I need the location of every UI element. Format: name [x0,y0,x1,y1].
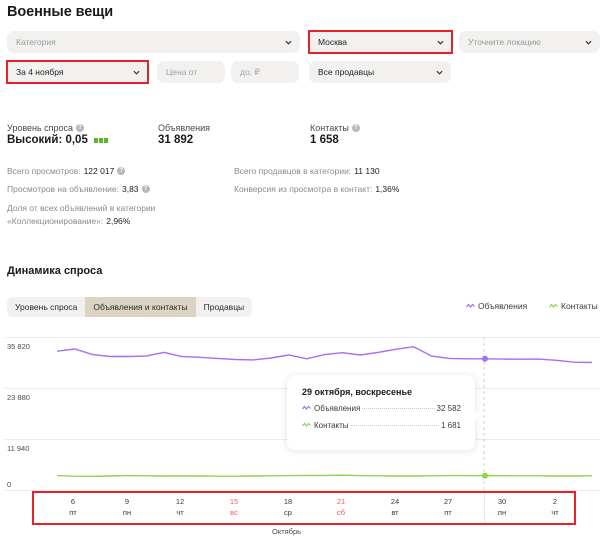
contacts-point [482,472,488,479]
tooltip-title: 29 октября, воскресенье [302,387,413,397]
listings-line [56,345,593,364]
grid-line [5,490,600,491]
conversion-row: Конверсия из просмотра в контакт: 1,36% [234,184,400,194]
category-select[interactable]: Категория [7,31,300,53]
demand-bars-icon [93,137,108,143]
price-from-input[interactable]: Цена от [157,61,225,83]
tick-day: 27 [443,497,453,506]
demand-level-value: Высокий: 0,05 [7,134,108,146]
tick-weekday: чт [176,508,184,517]
tick-weekday: пт [69,508,77,517]
chevron-down-icon [585,39,592,46]
period-select-label: За 4 ноября [16,67,64,77]
tick-weekday: вт [391,508,399,517]
tab-sellers[interactable]: Продавцы [203,302,245,312]
y-axis-label: 0 [7,480,12,489]
tick-weekday: пн [497,508,507,517]
y-axis-label: 11 940 [7,444,30,453]
tick-weekday: чт [551,508,559,517]
x-axis-tick: 21 сб [326,496,356,518]
chevron-down-icon [436,69,443,76]
tick-day: 15 [229,497,239,506]
x-axis-month: Октябрь [272,527,302,536]
tick-day: 24 [390,497,400,506]
chevron-down-icon [133,69,140,76]
tick-day: 2 [552,497,558,506]
listings-label: Объявления [158,123,211,133]
x-axis-tick: 6 пт [58,496,88,518]
tick-weekday: пн [122,508,132,517]
x-axis-divider [484,493,485,523]
dynamics-title: Динамика спроса [7,265,103,277]
tab-listings-contacts[interactable]: Объявления и контакты [85,297,196,317]
page-title: Военные вещи [7,4,114,20]
legend-item-contacts[interactable]: Контакты [549,301,598,311]
sellers-select-label: Все продавцы [318,67,375,77]
tick-day: 6 [70,497,76,506]
tab-demand-level[interactable]: Уровень спроса [15,302,78,312]
tick-weekday: вс [230,508,238,517]
sellers-select[interactable]: Все продавцы [309,61,451,83]
category-share-line2: «Коллекционирование»: 2,96% [7,216,131,226]
x-axis-highlight [32,491,576,525]
help-icon[interactable]: ? [351,124,360,132]
x-axis-tick: 18 ср [273,496,303,518]
views-per-listing-row: Просмотров на объявление: 3,83 ? [7,184,150,194]
city-select[interactable]: Москва [308,30,453,54]
y-axis-label: 23 880 [7,393,30,402]
location-select-label: Уточните локацию [468,37,541,47]
tooltip-row-contacts: Контакты 1 681 [302,421,461,438]
wave-icon [549,301,558,311]
wave-icon [302,421,311,430]
x-axis-tick: 30 пн [487,496,517,518]
tick-day: 18 [283,497,293,506]
x-axis-tick: 12 чт [165,496,195,518]
price-to-input[interactable]: до, ₽ [231,61,299,83]
tick-weekday: ср [284,508,292,517]
help-icon[interactable]: ? [76,124,85,132]
demand-level-label: Уровень спроса ? [7,123,85,133]
category-select-label: Категория [16,37,56,47]
x-axis-tick: 24 вт [380,496,410,518]
tick-day: 12 [175,497,185,506]
chart-tooltip: 29 октября, воскресенье Объявления 32 58… [287,375,480,450]
listings-value: 31 892 [158,134,194,146]
grid-line [5,337,600,338]
city-select-label: Москва [318,37,348,47]
listings-point [482,355,488,362]
period-select[interactable]: За 4 ноября [6,60,149,84]
contacts-line [56,474,593,478]
total-views-row: Всего просмотров: 122 017 ? [7,166,126,176]
x-axis-tick: 2 чт [540,496,570,518]
tick-weekday: пт [444,508,452,517]
wave-icon [466,301,475,311]
tooltip-row-listings: Объявления 32 582 [302,404,461,421]
contacts-value: 1 658 [310,134,339,146]
help-icon[interactable]: ? [141,185,150,193]
help-icon[interactable]: ? [117,167,126,175]
chevron-down-icon [285,39,292,46]
category-share-line1: Доля от всех объявлений в категории [7,203,156,213]
contacts-label: Контакты ? [310,123,360,133]
tick-day: 30 [497,497,507,506]
tick-day: 21 [336,497,346,506]
wave-icon [302,404,311,413]
tick-weekday: сб [336,508,346,517]
x-axis-tick: 27 пт [433,496,463,518]
chevron-down-icon [437,39,444,46]
x-axis-tick: 15 вс [219,496,249,518]
location-select[interactable]: Уточните локацию [459,31,600,53]
legend-item-listings[interactable]: Объявления [466,301,527,311]
tick-day: 9 [124,497,130,506]
total-sellers-row: Всего продавцов в категории: 11 130 [234,166,380,176]
y-axis-label: 35 820 [7,342,30,351]
x-axis-tick: 9 пн [112,496,142,518]
dynamics-tabs: Уровень спроса Объявления и контакты Про… [7,297,253,317]
